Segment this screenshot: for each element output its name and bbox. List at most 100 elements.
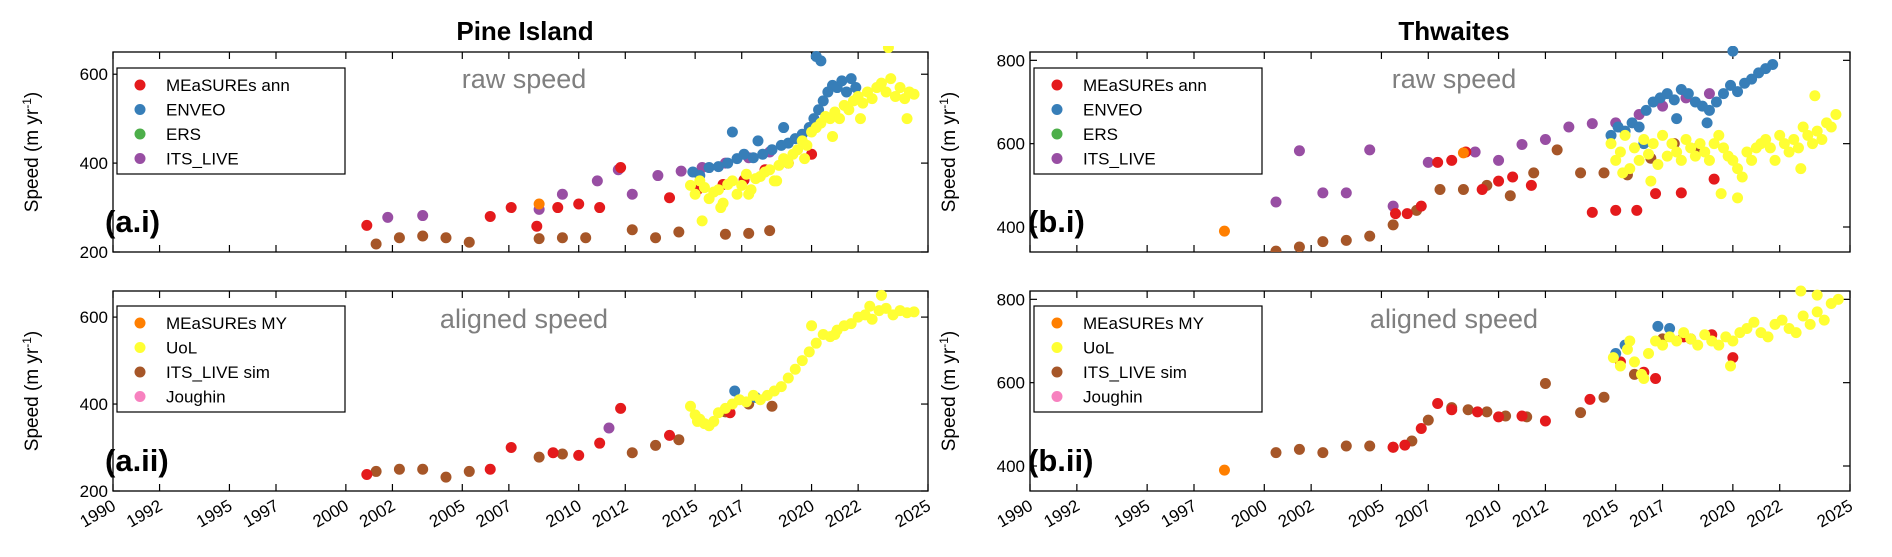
point-uol xyxy=(880,86,892,98)
x-tick-label: 2005 xyxy=(426,496,468,531)
point-uol xyxy=(901,113,913,125)
point-uol xyxy=(1825,121,1837,133)
point-uol xyxy=(1680,134,1692,145)
point-enveo xyxy=(778,122,790,134)
point-its-live-sim xyxy=(1340,440,1352,452)
point-its-live-sim xyxy=(1528,167,1540,179)
point-its-live-sim xyxy=(533,451,545,463)
point-uol xyxy=(1790,327,1802,339)
point-uol xyxy=(1762,331,1774,343)
point-uol xyxy=(889,90,901,102)
markers xyxy=(361,289,920,483)
point-uol xyxy=(1713,129,1725,141)
point-uol xyxy=(1795,285,1807,297)
point-enveo xyxy=(1703,104,1715,116)
markers xyxy=(361,46,920,250)
point-uol xyxy=(1788,134,1800,145)
point-its-live-sim xyxy=(440,471,452,483)
point-its-live-sim xyxy=(766,400,778,412)
point-uol xyxy=(806,320,818,332)
point-enveo xyxy=(1701,117,1713,129)
point-uol xyxy=(1725,360,1737,372)
point-uol xyxy=(1797,121,1809,133)
point-uol xyxy=(1638,134,1650,145)
point-measures-ann xyxy=(594,202,606,214)
point-its-live-sim xyxy=(393,232,405,244)
point-enveo xyxy=(836,75,848,87)
point-enveo xyxy=(1605,129,1617,141)
point-uol xyxy=(1617,167,1629,179)
x-tick-label: 1997 xyxy=(240,496,282,531)
legend-marker-ers xyxy=(134,128,146,140)
point-measures-ann xyxy=(1493,411,1505,423)
point-its-live xyxy=(1364,144,1376,156)
legend-label-uol: UoL xyxy=(1083,339,1114,358)
panel-label: (a.i) xyxy=(105,204,160,239)
point-uol xyxy=(1685,333,1697,345)
legend-marker-joughin xyxy=(1051,391,1063,402)
legend-marker-enveo xyxy=(1051,104,1063,115)
point-measures-ann xyxy=(1493,175,1505,187)
point-uol xyxy=(1699,146,1711,158)
point-its-live-sim xyxy=(417,463,429,475)
legend-label-ers: ERS xyxy=(166,125,201,144)
point-uol xyxy=(1638,373,1650,384)
point-uol xyxy=(1811,306,1823,318)
point-enveo xyxy=(738,148,750,160)
point-its-live-sim xyxy=(650,232,662,244)
point-measures-ann xyxy=(484,210,496,222)
point-uol xyxy=(827,130,839,142)
point-measures-ann xyxy=(1650,373,1662,384)
point-uol xyxy=(866,313,878,325)
point-uol xyxy=(1741,323,1753,334)
point-measures-ann xyxy=(1507,171,1519,183)
point-uol xyxy=(1830,109,1842,120)
point-uol xyxy=(1610,154,1622,166)
point-measures-my xyxy=(533,198,545,210)
point-uol xyxy=(1607,352,1619,364)
legend-marker-ers xyxy=(1051,128,1063,140)
point-uol xyxy=(1732,192,1744,204)
legend-marker-measures-my xyxy=(134,317,146,329)
point-uol xyxy=(708,415,720,427)
column-title-pine-island: Pine Island xyxy=(456,16,593,46)
point-its-live xyxy=(652,170,664,182)
legend-label-uol: UoL xyxy=(166,339,197,358)
point-measures-ann xyxy=(1401,208,1413,220)
point-its-live-sim xyxy=(1364,440,1376,452)
point-measures-ann xyxy=(1415,200,1427,212)
point-enveo xyxy=(1732,86,1744,98)
point-uol xyxy=(1605,138,1617,150)
point-uol xyxy=(1736,171,1748,183)
point-uol xyxy=(1671,335,1683,347)
annotation-label: aligned speed xyxy=(440,304,608,334)
point-its-live-sim xyxy=(440,232,452,244)
point-its-live-sim xyxy=(1293,241,1305,252)
point-its-live-sim xyxy=(1462,404,1474,416)
legend-box xyxy=(116,305,346,413)
point-uol xyxy=(866,93,878,105)
point-its-live-sim xyxy=(1598,167,1610,179)
point-enveo xyxy=(1668,94,1680,106)
point-its-live-sim xyxy=(1422,414,1434,426)
point-its-live-sim xyxy=(1575,407,1587,419)
point-enveo xyxy=(712,161,724,173)
axes-frame xyxy=(112,290,929,492)
point-its-live xyxy=(675,165,687,177)
point-enveo xyxy=(752,135,764,147)
point-measures-ann xyxy=(573,198,585,210)
legend-marker-uol xyxy=(1051,342,1063,353)
legend-marker-its-live-sim xyxy=(134,366,146,378)
point-uol xyxy=(1769,154,1781,166)
legend-label-enveo: ENVEO xyxy=(166,101,226,120)
annotation-label: aligned speed xyxy=(1370,304,1538,334)
point-uol xyxy=(1811,125,1823,137)
point-measures-ann xyxy=(1432,156,1444,168)
point-measures-ann xyxy=(505,202,517,214)
point-its-live-sim xyxy=(1434,184,1446,195)
point-uol xyxy=(1776,314,1788,326)
x-tick-label: 1992 xyxy=(1041,496,1083,531)
point-uol xyxy=(1694,138,1706,150)
legend-marker-its-live-sim xyxy=(1051,366,1063,378)
x-tick-label: 2010 xyxy=(1462,496,1504,531)
